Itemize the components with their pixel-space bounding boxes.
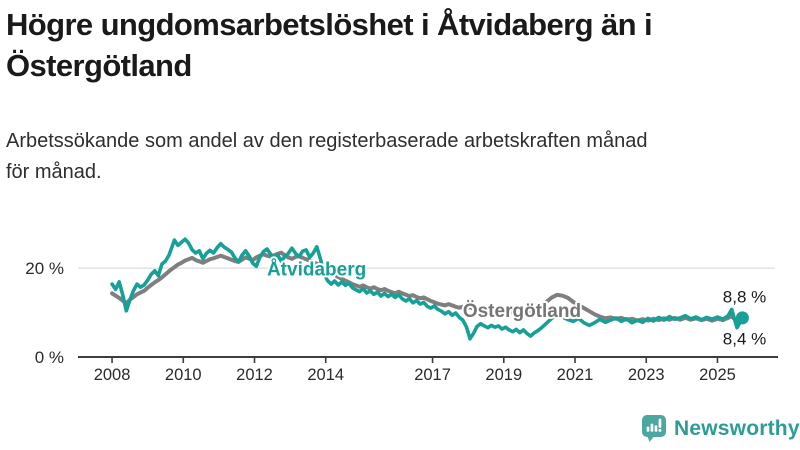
newsworthy-logo-icon [642,415,666,442]
subtitle-line-1: Arbetssökande som andel av den registerb… [6,130,648,152]
chart-subtitle: Arbetssökande som andel av den registerb… [6,126,800,188]
end-value-label: 8,4 % [723,329,766,348]
ostergotland-line [110,250,745,324]
subtitle-line-2: för månad. [6,161,102,183]
end-value-label: 8,8 % [723,288,766,307]
y-tick-label: 20 % [25,259,64,278]
y-tick-label: 0 % [35,348,64,367]
newsworthy-logo[interactable]: Newsworthy [641,414,800,443]
x-tick-label: 2014 [307,366,344,384]
series-end-dot [735,311,749,325]
series-label: Åtvidaberg [267,259,366,280]
x-tick-label: 2008 [94,366,131,384]
x-tick-label: 2021 [557,366,594,384]
x-tick-label: 2023 [628,366,665,384]
x-tick-label: 2010 [165,366,202,384]
page-title: Högre ungdomsarbetslöshet i Åtvidaberg ä… [6,4,800,86]
newsworthy-logo-text: Newsworthy [674,416,800,440]
x-tick-label: 2025 [699,366,736,384]
x-tick-label: 2019 [485,366,522,384]
x-tick-label: 2017 [414,366,451,384]
series-label: Östergötland [463,301,581,322]
title-line-2: Östergötland [6,48,192,83]
atvidaberg-line [110,237,745,341]
title-line-1: Högre ungdomsarbetslöshet i Åtvidaberg ä… [6,7,653,42]
x-tick-label: 2012 [236,366,273,384]
